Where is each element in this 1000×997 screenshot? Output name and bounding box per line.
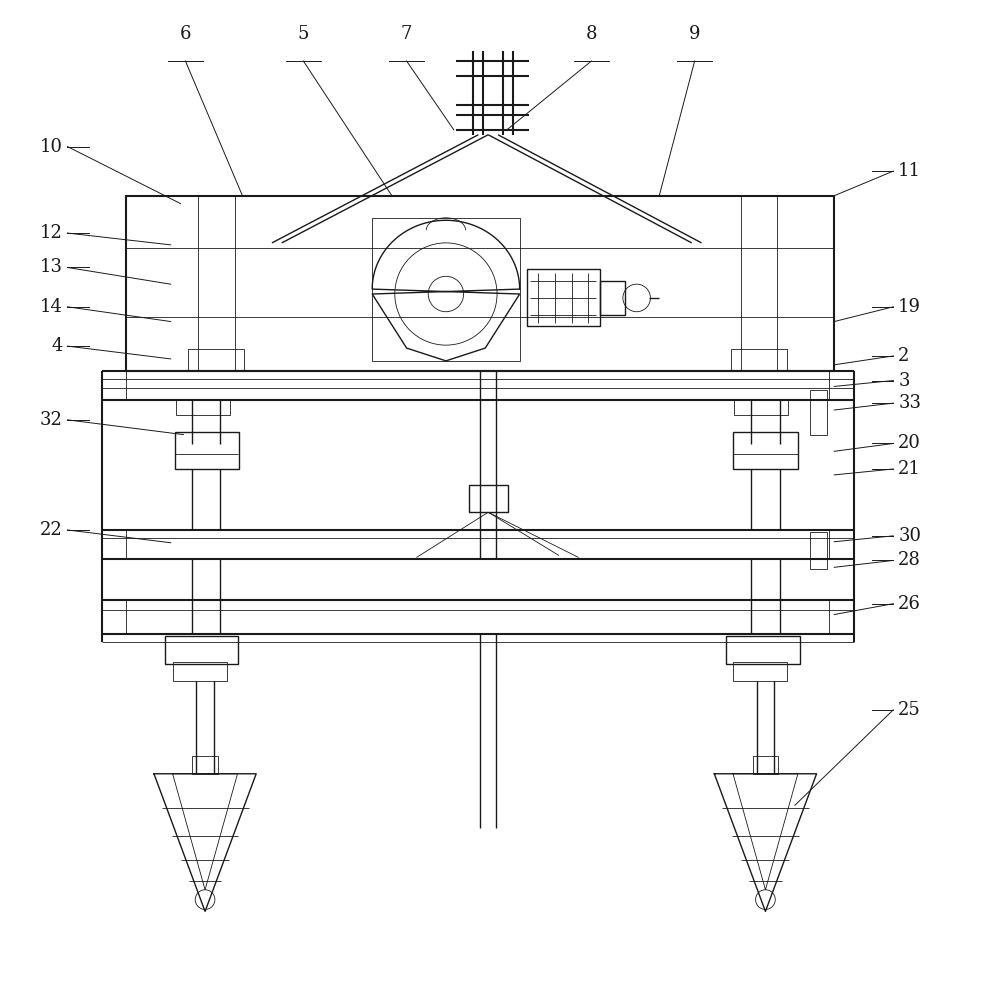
Bar <box>753 756 778 774</box>
Bar <box>165 636 238 664</box>
Bar <box>734 400 788 415</box>
Text: 7: 7 <box>401 25 412 43</box>
Bar <box>192 756 218 774</box>
Bar <box>527 269 600 326</box>
Bar <box>726 636 800 664</box>
Text: 20: 20 <box>898 435 921 453</box>
Text: 30: 30 <box>898 526 921 544</box>
Text: 22: 22 <box>40 521 63 539</box>
Bar <box>175 432 239 469</box>
Text: 11: 11 <box>898 163 921 180</box>
Text: 19: 19 <box>898 298 921 316</box>
Bar <box>733 432 798 469</box>
Text: 5: 5 <box>298 25 309 43</box>
Bar <box>102 530 126 559</box>
Bar <box>733 662 787 681</box>
Text: 3: 3 <box>898 372 910 390</box>
Text: 2: 2 <box>898 347 910 365</box>
Bar <box>102 600 126 634</box>
Text: 13: 13 <box>40 258 63 276</box>
Bar <box>600 281 625 315</box>
Text: 25: 25 <box>898 701 921 719</box>
Bar <box>829 600 854 634</box>
Text: 8: 8 <box>586 25 597 43</box>
Text: 28: 28 <box>898 551 921 569</box>
Bar <box>126 195 834 371</box>
Bar <box>810 391 827 435</box>
Bar <box>176 400 230 415</box>
Text: 10: 10 <box>40 138 63 156</box>
Text: 32: 32 <box>40 411 63 429</box>
Bar <box>810 532 827 569</box>
Text: 12: 12 <box>40 224 63 242</box>
Text: 33: 33 <box>898 394 921 412</box>
Bar <box>102 371 126 400</box>
Bar <box>173 662 227 681</box>
Bar <box>829 371 854 400</box>
Bar <box>188 349 244 371</box>
Text: 9: 9 <box>689 25 700 43</box>
Bar <box>469 485 508 512</box>
Bar <box>731 349 787 371</box>
Text: 4: 4 <box>51 337 63 355</box>
Bar <box>372 218 520 361</box>
Text: 26: 26 <box>898 594 921 613</box>
Text: 14: 14 <box>40 298 63 316</box>
Text: 21: 21 <box>898 460 921 478</box>
Bar <box>829 530 854 559</box>
Text: 6: 6 <box>180 25 191 43</box>
